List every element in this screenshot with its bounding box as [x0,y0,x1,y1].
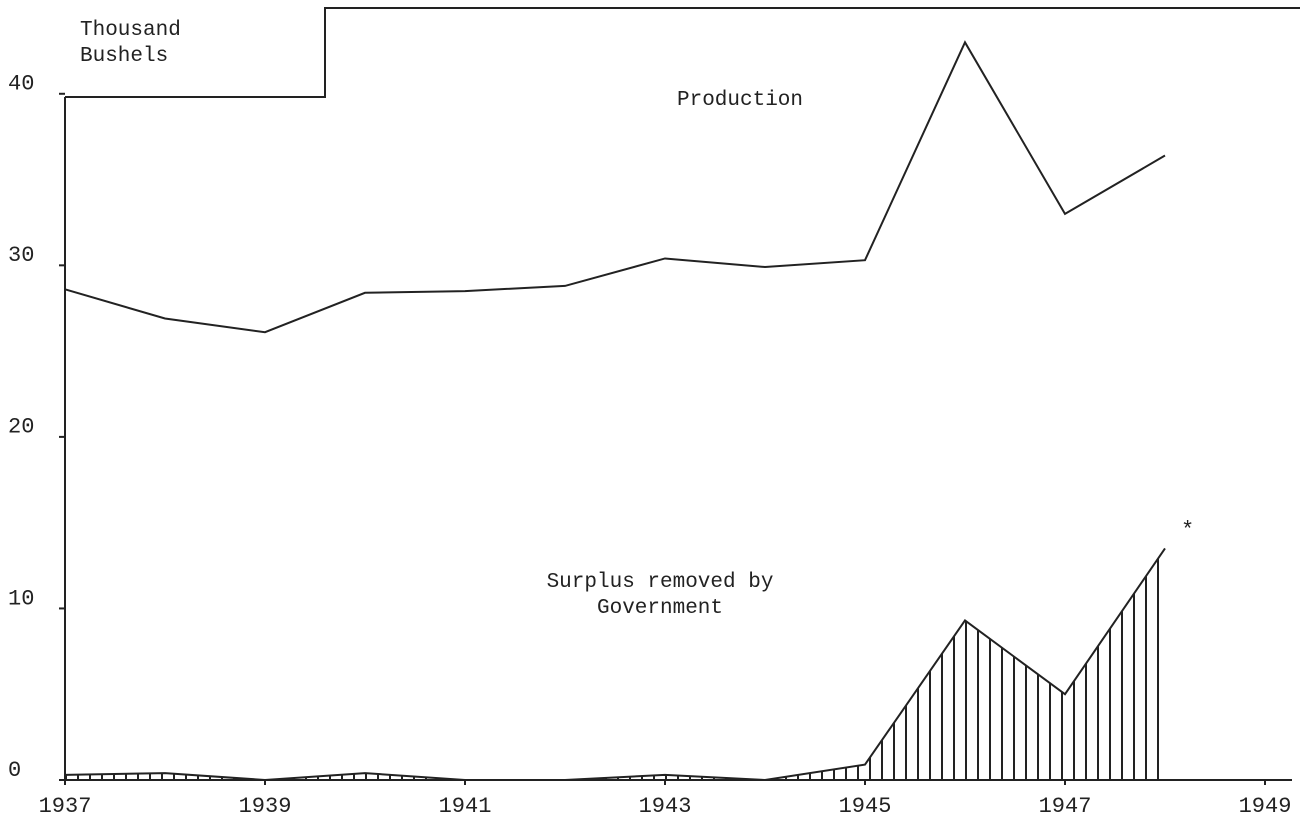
series-label: Production [676,89,804,112]
frame [65,7,1300,98]
x-tick-label: 1949 [1239,794,1292,819]
y-tick-label: 40 [8,72,34,97]
x-tick-label: 1947 [1039,794,1092,819]
y-tick-label: 30 [8,243,34,268]
annotation: * [1181,518,1194,543]
y-tick-label: 10 [8,586,34,611]
x-tick-label: 1939 [239,794,292,819]
series-line [64,40,1166,334]
x-tick-label: 1937 [39,794,92,819]
hatched-area [65,548,1165,780]
x-tick-label: 1941 [439,794,492,819]
y-tick-label: 0 [8,758,21,783]
series-label: Surplus removed by Government [546,571,774,620]
y-axis-label: Thousand Bushels [80,19,181,68]
series-line [64,547,1166,782]
x-tick-label: 1943 [639,794,692,819]
y-tick-label: 20 [8,415,34,440]
x-tick-label: 1945 [839,794,892,819]
